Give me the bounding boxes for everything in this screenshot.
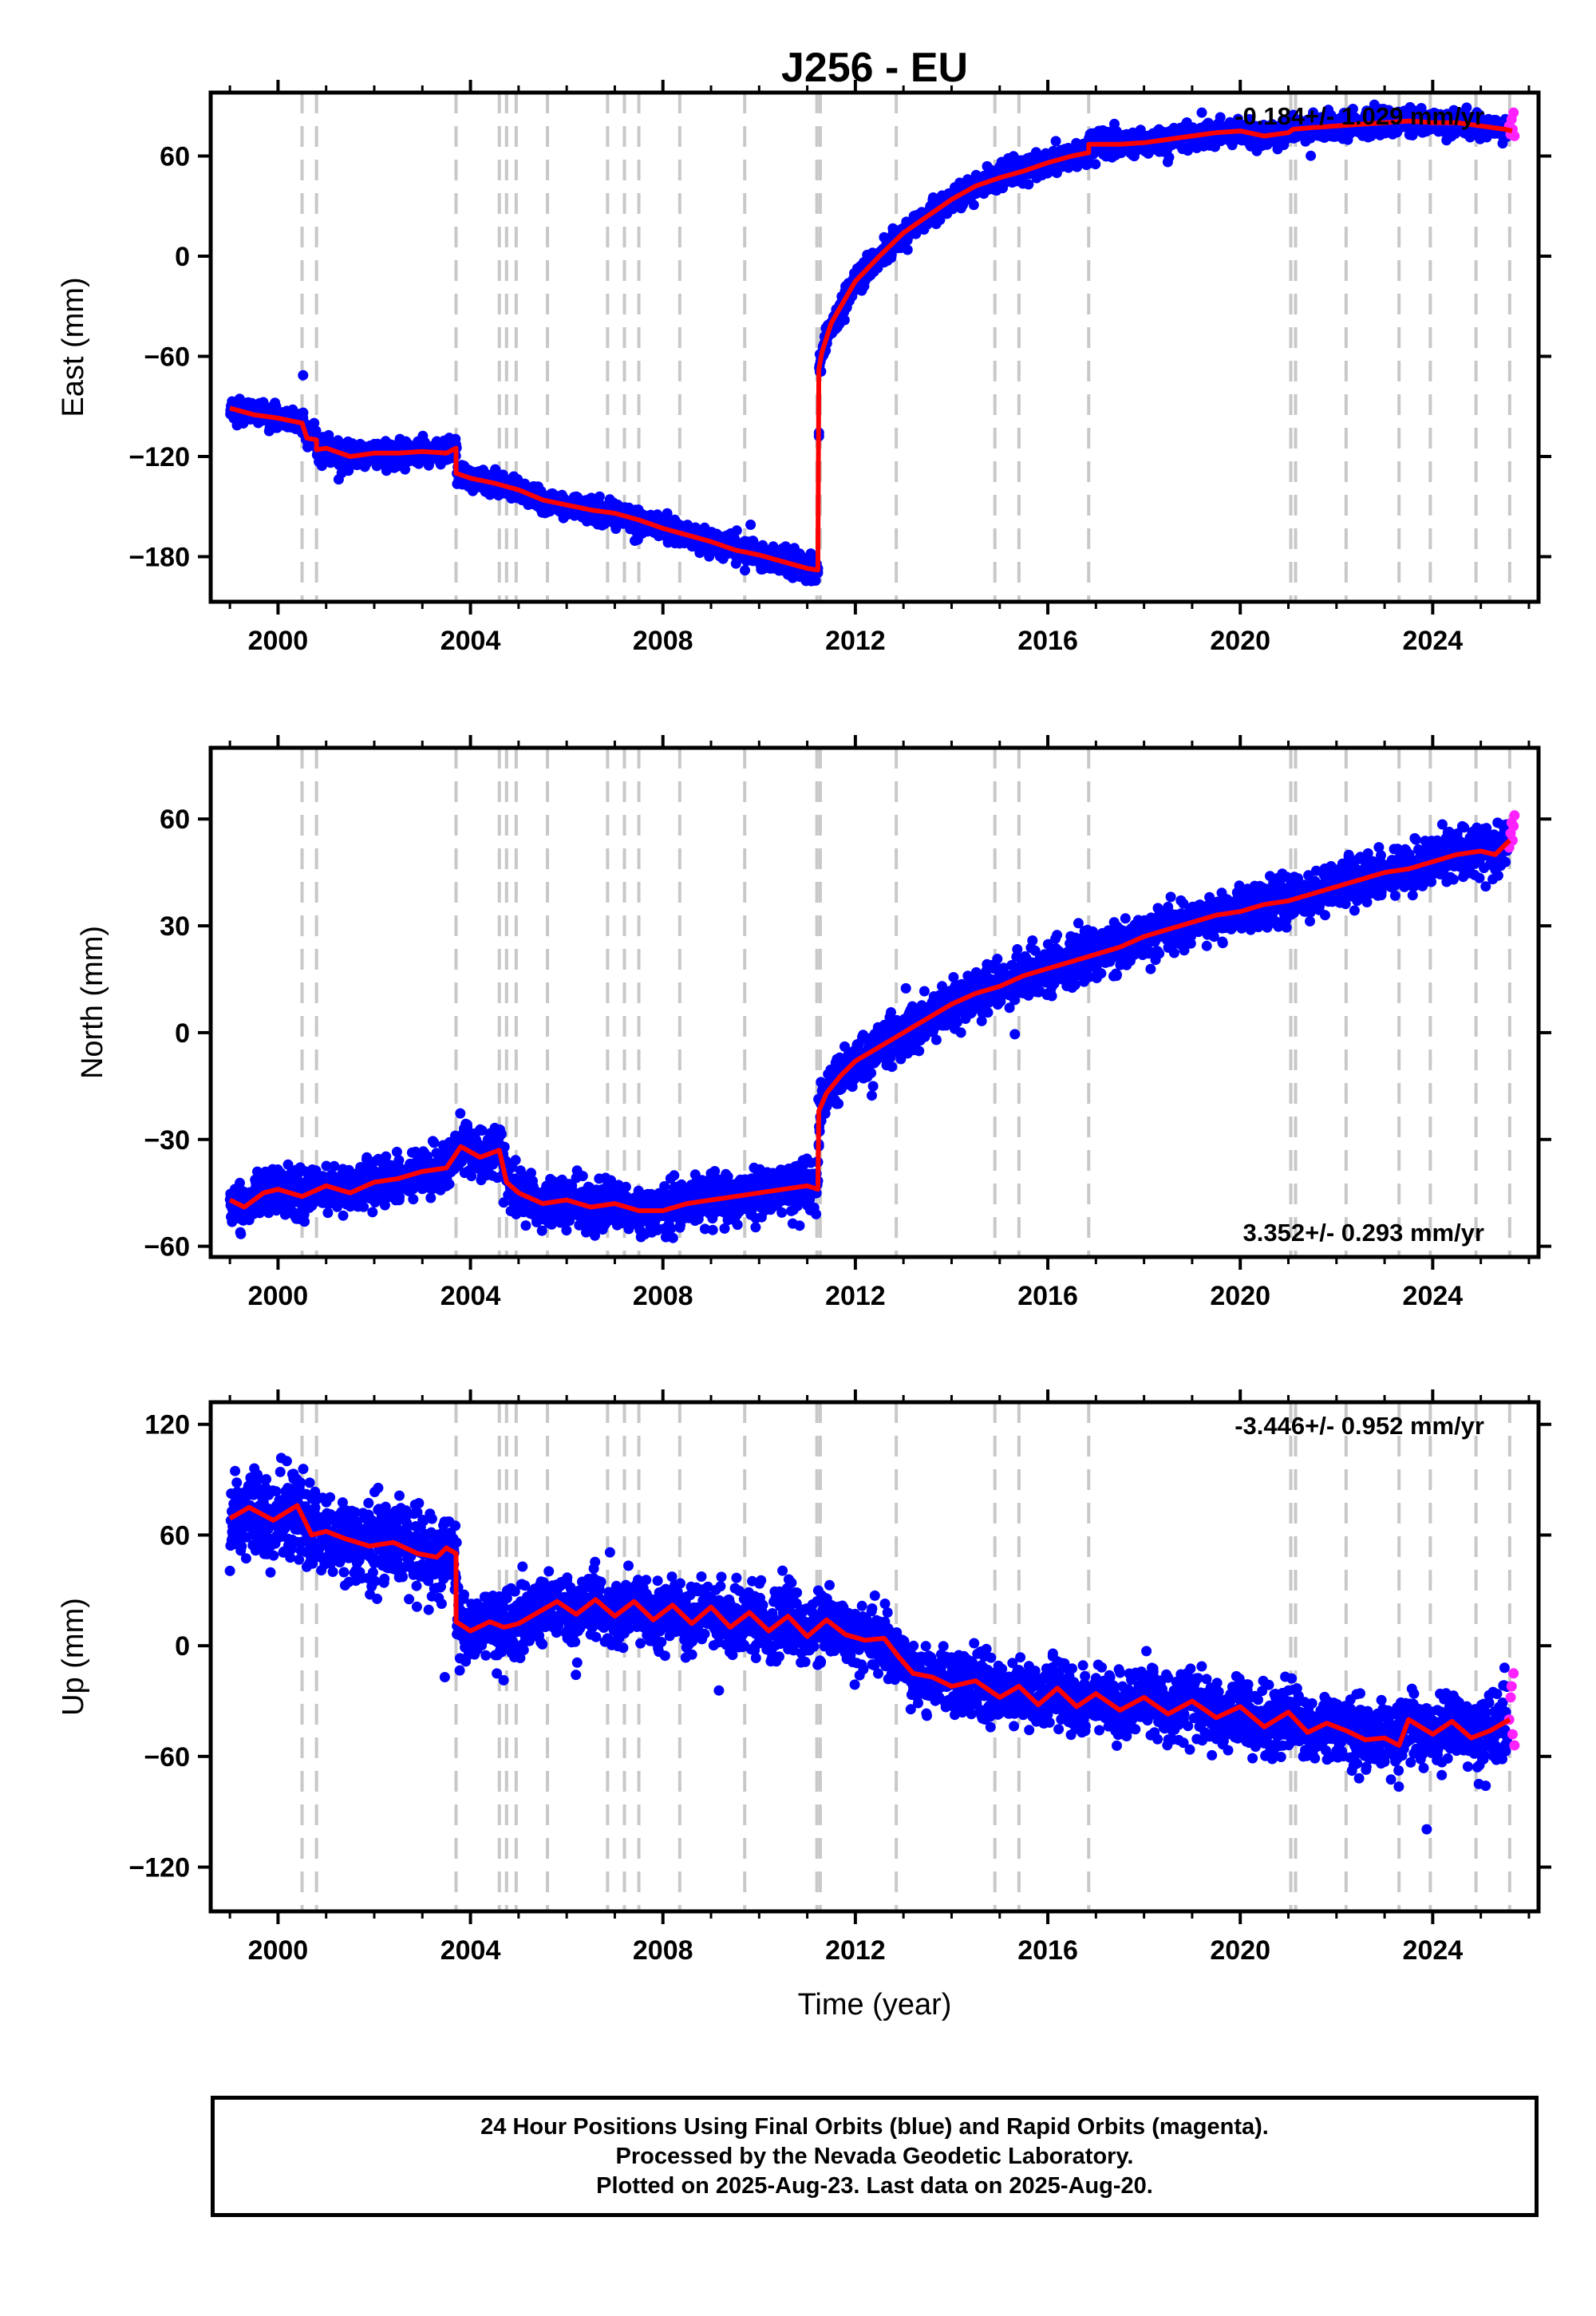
east-final-point	[1196, 107, 1207, 118]
north-final-point	[358, 1201, 369, 1212]
east-model-line	[229, 118, 1513, 573]
east-final-point	[1090, 159, 1101, 170]
north-final-point	[321, 1160, 332, 1172]
east-x-tick-label: 2004	[440, 626, 501, 656]
east-final-point	[886, 249, 897, 260]
east-x-tick-label: 2016	[1017, 626, 1078, 656]
east-final-point	[839, 314, 850, 326]
east-final-point	[1215, 112, 1226, 123]
north-final-point	[235, 1228, 247, 1239]
east-final-point	[958, 200, 969, 211]
east-final-point	[1050, 136, 1061, 147]
east-final-point	[731, 525, 742, 536]
east-x-tick-label: 2020	[1210, 626, 1270, 656]
north-final-point	[425, 1192, 437, 1203]
figure-title: J256 - EU	[781, 45, 968, 91]
east-y-tick-label: −60	[144, 342, 190, 373]
east-final-point	[968, 200, 979, 211]
east-final-point	[1461, 102, 1472, 113]
north-final-point	[429, 1137, 440, 1148]
east-final-point	[1450, 128, 1460, 139]
east-y-ticks: −180 −120 −60 0 60	[128, 141, 1551, 573]
east-x-tick-label: 2012	[825, 626, 886, 656]
panel-north: 2000 2004 2008 2012 2016 2020 2024−60−3003060N…	[76, 735, 1551, 1311]
east-final-point	[745, 520, 757, 530]
north-final-points	[224, 817, 1513, 1243]
north-final-point	[227, 1216, 238, 1227]
north-final-point	[408, 1194, 419, 1205]
east-final-point	[309, 417, 320, 429]
east-frame	[208, 90, 1541, 604]
east-final-point	[1163, 152, 1175, 163]
east-final-point	[400, 464, 411, 475]
east-y-axis-label: East (mm)	[57, 277, 90, 417]
east-final-point	[1023, 179, 1034, 190]
north-final-point	[510, 1155, 521, 1166]
chart-panels: 2000 2004 2008 2012 2016 2020 2024 −180 −120 −60 0…	[57, 80, 1551, 1966]
east-rapid-point	[1509, 130, 1520, 141]
north-final-point	[235, 1177, 245, 1188]
north-final-point	[322, 1207, 334, 1219]
east-final-point	[594, 491, 605, 502]
east-y-tick-label: −120	[128, 442, 190, 472]
east-y-tick-label: 60	[160, 141, 190, 172]
north-final-point	[393, 1155, 405, 1166]
panel-east: 2000 2004 2008 2012 2016 2020 2024 −180 −120 −60 0…	[57, 80, 1551, 656]
north-final-point	[444, 1179, 455, 1190]
east-y-tick-label: −180	[128, 543, 190, 573]
east-y-tick-label: 0	[175, 242, 190, 272]
east-final-point	[740, 565, 750, 576]
north-final-point	[367, 1207, 378, 1218]
east-final-point	[1347, 104, 1358, 114]
north-final-point	[455, 1108, 466, 1119]
east-rate-label: -0.184+/- 1.029 mm/yr	[1235, 102, 1484, 130]
east-final-point	[1306, 150, 1317, 161]
north-final-point	[496, 1128, 507, 1140]
east-x-tick-label: 2024	[1403, 626, 1464, 656]
north-final-point	[520, 1220, 531, 1231]
east-final-point	[298, 370, 309, 381]
north-final-point	[329, 1160, 340, 1172]
east-final-point	[902, 244, 913, 255]
north-final-point	[379, 1199, 390, 1211]
east-final-point	[810, 575, 821, 586]
east-x-tick-label: 2008	[633, 626, 693, 656]
east-rapid-points	[1503, 107, 1520, 141]
east-rapid-point	[1508, 107, 1519, 118]
east-final-point	[298, 407, 309, 418]
north-final-point	[299, 1216, 310, 1227]
north-final-point	[338, 1210, 349, 1221]
east-x-tick-label: 2000	[248, 626, 309, 656]
east-x-ticks: 2000 2004 2008 2012 2016 2020 2024	[228, 80, 1531, 656]
